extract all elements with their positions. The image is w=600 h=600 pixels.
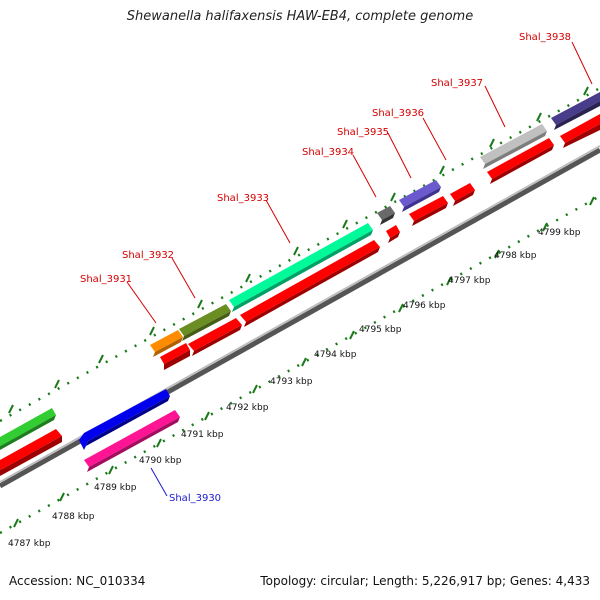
gene-label-shal-3935[interactable]: Shal_3935 bbox=[337, 127, 389, 138]
gene-label-shal-3933[interactable]: Shal_3933 bbox=[217, 193, 269, 204]
gene-label-shal-3938[interactable]: Shal_3938 bbox=[519, 32, 571, 43]
gene-shal-3932[interactable] bbox=[179, 304, 231, 336]
cds-feature[interactable] bbox=[386, 225, 400, 238]
gene-label-shal-3931[interactable]: Shal_3931 bbox=[80, 274, 132, 285]
gene-shal-3933[interactable] bbox=[229, 223, 373, 307]
kbp-label: 4796 kbp bbox=[403, 301, 446, 311]
kbp-label: 4792 kbp bbox=[226, 403, 269, 413]
lower-ruler-dots bbox=[0, 194, 600, 535]
gene-shal-3938[interactable] bbox=[551, 92, 600, 125]
kbp-label: 4797 kbp bbox=[448, 276, 491, 286]
gene-track-bottom bbox=[79, 389, 180, 472]
cds-feature[interactable] bbox=[240, 240, 380, 322]
gene-label-shal-3932[interactable]: Shal_3932 bbox=[122, 250, 174, 261]
kbp-label: 4791 kbp bbox=[181, 430, 224, 440]
cds-feature[interactable] bbox=[560, 114, 600, 143]
gene-shal-3937[interactable] bbox=[480, 124, 547, 164]
kbp-label: 4789 kbp bbox=[94, 483, 137, 493]
gene-shal-3934[interactable] bbox=[377, 206, 395, 220]
cds-feature[interactable] bbox=[450, 183, 475, 201]
gene-label-shal-3936[interactable]: Shal_3936 bbox=[372, 108, 424, 119]
gene-label-shal-3930[interactable]: Shal_3930 bbox=[169, 493, 221, 504]
kbp-label: 4793 kbp bbox=[270, 377, 313, 387]
cds-feature[interactable] bbox=[0, 429, 62, 470]
gene-label-shal-3937[interactable]: Shal_3937 bbox=[431, 78, 483, 89]
gene-labels: Shal_3931 Shal_3932 Shal_3933 Shal_3934 … bbox=[80, 32, 593, 504]
kbp-label: 4790 kbp bbox=[139, 456, 182, 466]
lower-ruler-ticks bbox=[13, 196, 595, 528]
gene-shal-3936[interactable] bbox=[399, 180, 441, 207]
upper-ruler-ticks bbox=[8, 86, 589, 414]
gene-shal-3930[interactable] bbox=[84, 410, 180, 467]
genome-summary-text: Topology: circular; Length: 5,226,917 bp… bbox=[260, 574, 590, 588]
kbp-label: 4799 kbp bbox=[538, 228, 581, 238]
map-title: Shewanella halifaxensis HAW-EB4, complet… bbox=[126, 9, 474, 24]
gene-feature-blue[interactable] bbox=[79, 389, 170, 450]
kbp-label: 4798 kbp bbox=[494, 251, 537, 261]
cds-feature[interactable] bbox=[160, 343, 190, 364]
cds-feature[interactable] bbox=[487, 138, 554, 179]
accession-text: Accession: NC_010334 bbox=[9, 574, 146, 588]
gene-label-shal-3934[interactable]: Shal_3934 bbox=[302, 147, 354, 158]
cds-feature[interactable] bbox=[188, 318, 242, 351]
kbp-label: 4795 kbp bbox=[359, 325, 402, 335]
gene-feature-green[interactable] bbox=[0, 408, 56, 446]
cds-feature[interactable] bbox=[409, 196, 448, 221]
kbp-label: 4787 kbp bbox=[8, 539, 51, 549]
kbp-label: 4794 kbp bbox=[314, 350, 357, 360]
cds-track bbox=[0, 114, 600, 476]
gene-shal-3931[interactable] bbox=[150, 330, 183, 352]
kbp-label: 4788 kbp bbox=[52, 512, 95, 522]
kbp-labels: 4787 kbp 4788 kbp 4789 kbp 4790 kbp 4791… bbox=[8, 228, 581, 549]
gene-track-top bbox=[0, 92, 600, 450]
